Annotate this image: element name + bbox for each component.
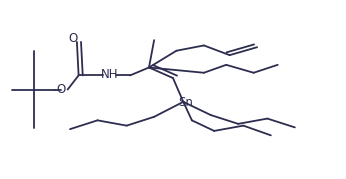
Text: O: O bbox=[69, 32, 78, 45]
Text: O: O bbox=[57, 83, 66, 96]
Text: Sn: Sn bbox=[179, 96, 193, 109]
Text: NH: NH bbox=[101, 68, 118, 81]
